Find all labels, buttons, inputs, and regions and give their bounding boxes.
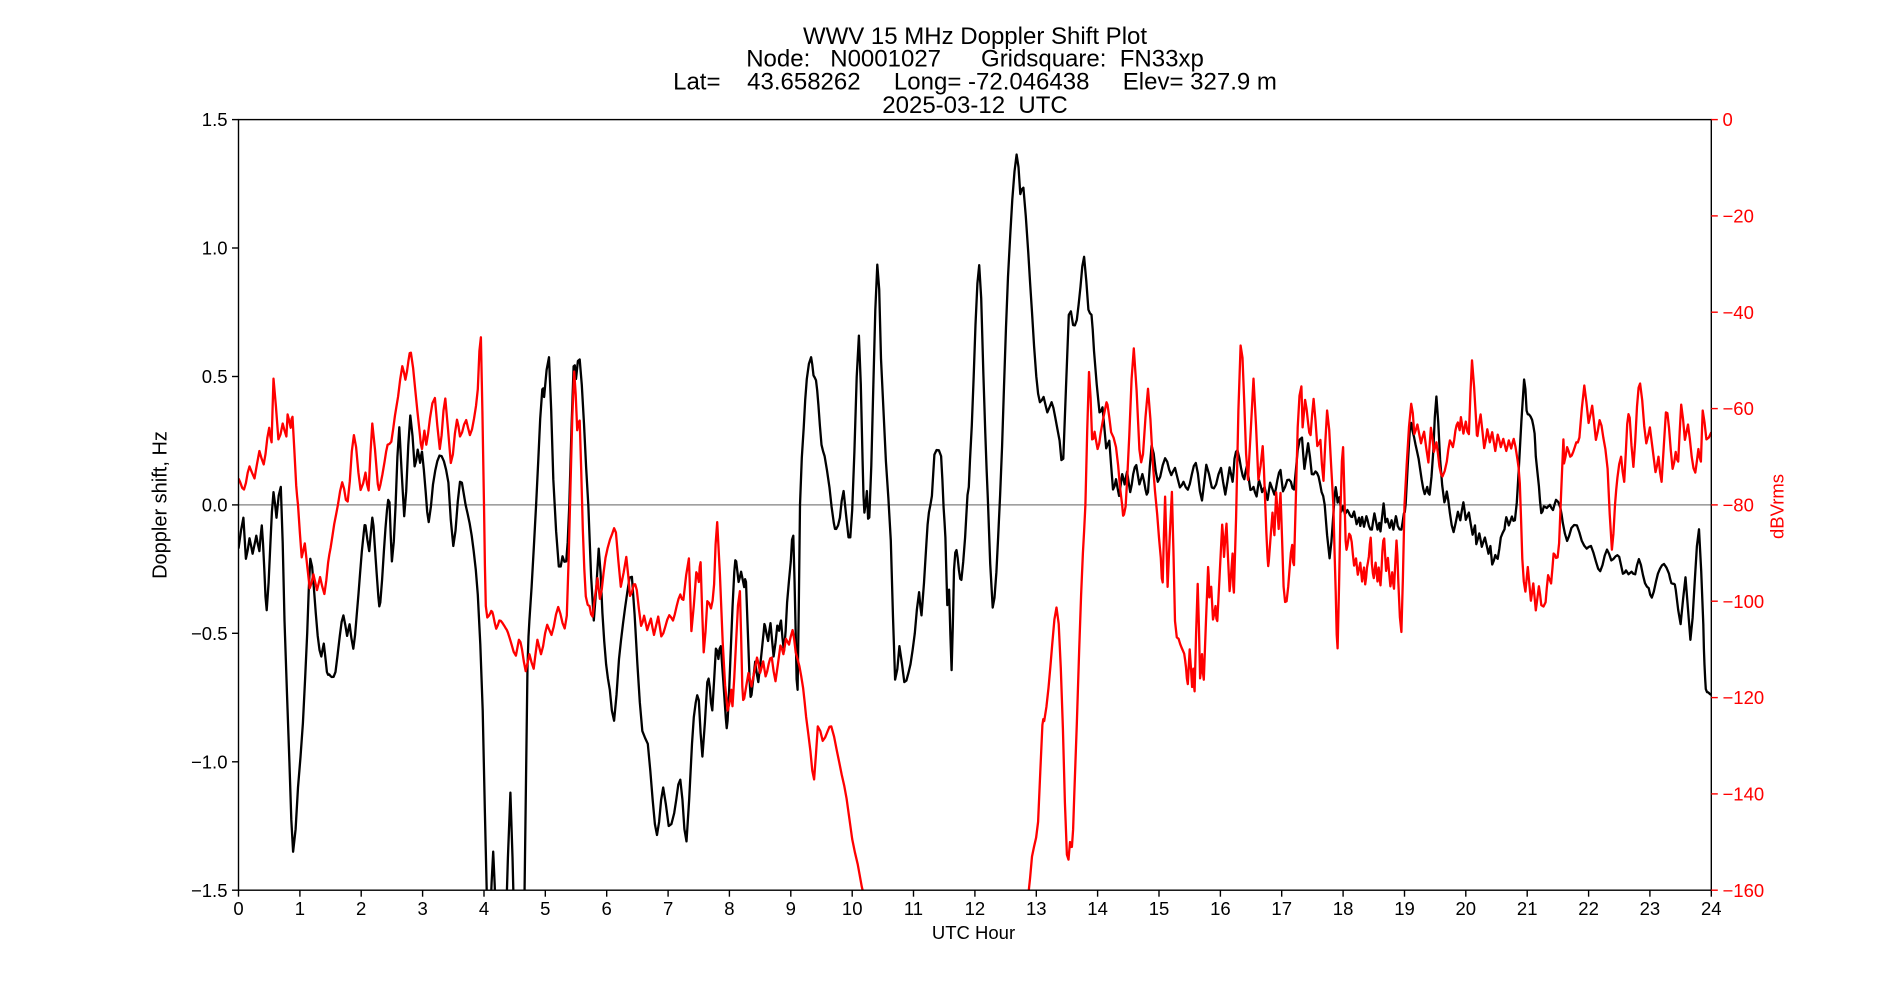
svg-text:−100: −100 — [1723, 591, 1765, 612]
svg-text:21: 21 — [1517, 898, 1538, 919]
svg-text:20: 20 — [1456, 898, 1477, 919]
svg-text:−20: −20 — [1723, 206, 1754, 227]
svg-text:Doppler shift, Hz: Doppler shift, Hz — [149, 431, 171, 579]
svg-text:6: 6 — [602, 898, 612, 919]
svg-text:−160: −160 — [1723, 880, 1765, 901]
svg-text:8: 8 — [724, 898, 734, 919]
svg-text:23: 23 — [1640, 898, 1661, 919]
svg-text:4: 4 — [479, 898, 489, 919]
svg-text:15: 15 — [1149, 898, 1170, 919]
svg-text:1.0: 1.0 — [202, 238, 228, 259]
svg-text:0: 0 — [1723, 109, 1733, 130]
svg-text:1: 1 — [295, 898, 305, 919]
svg-text:3: 3 — [417, 898, 427, 919]
svg-text:0.0: 0.0 — [202, 495, 228, 516]
svg-text:13: 13 — [1026, 898, 1047, 919]
svg-text:UTC Hour: UTC Hour — [932, 922, 1015, 943]
svg-text:10: 10 — [842, 898, 863, 919]
svg-text:22: 22 — [1578, 898, 1599, 919]
svg-text:−0.5: −0.5 — [191, 623, 228, 644]
svg-text:dBVrms: dBVrms — [1767, 474, 1788, 539]
svg-text:7: 7 — [663, 898, 673, 919]
svg-text:−1.5: −1.5 — [191, 880, 228, 901]
svg-text:−80: −80 — [1723, 495, 1754, 516]
svg-text:18: 18 — [1333, 898, 1354, 919]
svg-text:Lat= 43.658262 Long= -7: Lat= 43.658262 Long= -72.046438 Elev= 32… — [673, 69, 1277, 96]
svg-text:−40: −40 — [1723, 302, 1754, 323]
svg-text:−1.0: −1.0 — [191, 751, 228, 772]
svg-text:1.5: 1.5 — [202, 109, 228, 130]
svg-text:9: 9 — [786, 898, 796, 919]
svg-text:WWV 15 MHz Doppler Shift Plot: WWV 15 MHz Doppler Shift Plot — [803, 23, 1147, 50]
svg-text:16: 16 — [1210, 898, 1231, 919]
svg-text:19: 19 — [1394, 898, 1415, 919]
svg-text:17: 17 — [1271, 898, 1292, 919]
svg-text:5: 5 — [540, 898, 550, 919]
svg-text:Node: N0001027 Gridsqua: Node: N0001027 Gridsquare: FN33xp — [746, 46, 1204, 73]
svg-text:−140: −140 — [1723, 784, 1765, 805]
svg-text:11: 11 — [904, 898, 923, 919]
svg-text:24: 24 — [1701, 898, 1722, 919]
svg-text:12: 12 — [965, 898, 986, 919]
svg-text:−60: −60 — [1723, 398, 1754, 419]
svg-text:2025-03-12 UTC: 2025-03-12 UTC — [882, 92, 1067, 119]
svg-text:2: 2 — [356, 898, 366, 919]
svg-text:0: 0 — [233, 898, 243, 919]
svg-text:−120: −120 — [1723, 687, 1765, 708]
svg-text:0.5: 0.5 — [202, 366, 228, 387]
svg-text:14: 14 — [1087, 898, 1108, 919]
